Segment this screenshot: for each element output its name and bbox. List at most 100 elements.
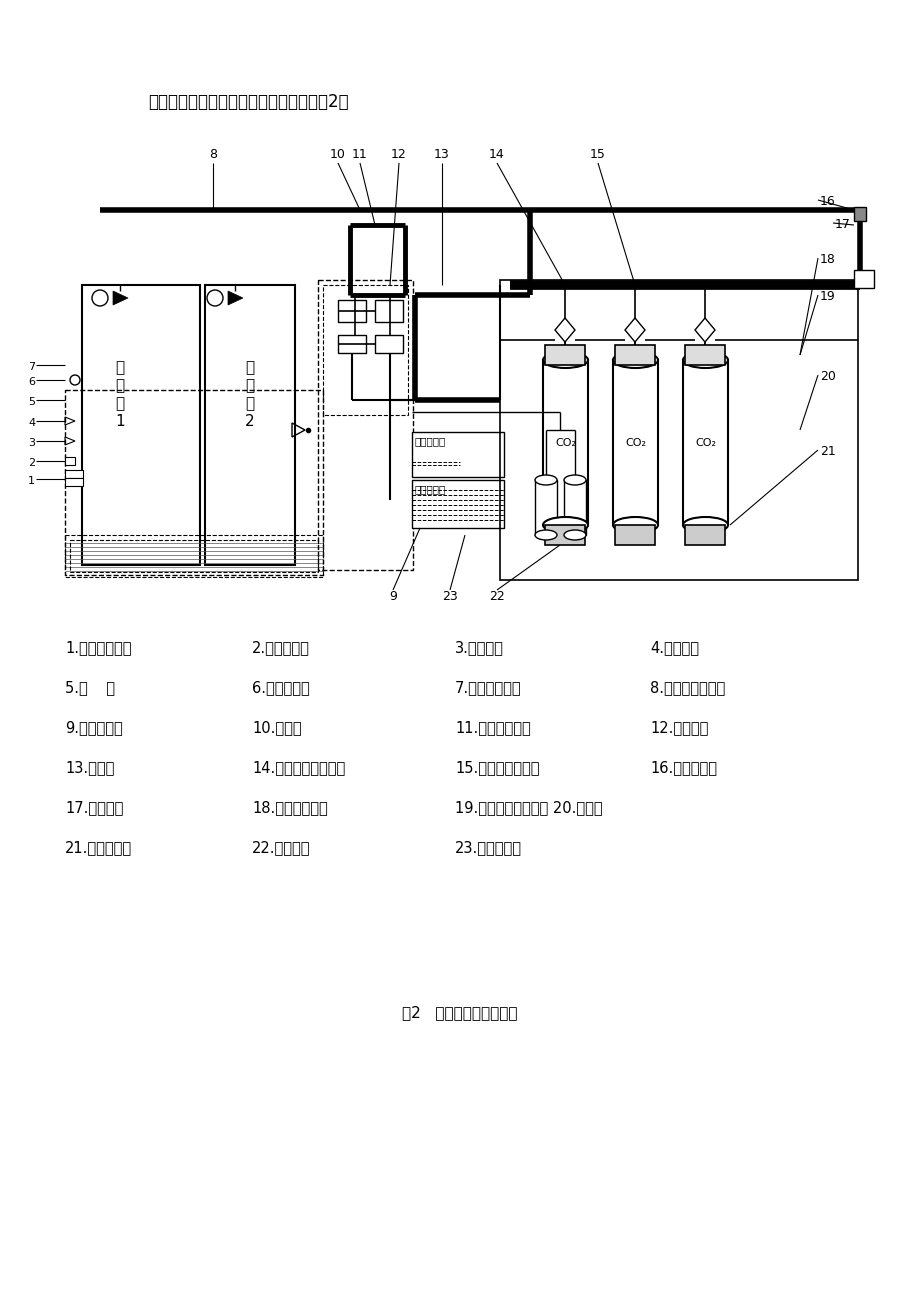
Bar [412,480,504,529]
Text: 2.放气指示灯: 2.放气指示灯 [252,641,310,655]
Text: 区: 区 [245,396,255,411]
Text: 18: 18 [819,253,835,266]
Text: 10: 10 [330,148,346,161]
Bar [535,480,556,535]
Text: 17: 17 [834,217,850,230]
Text: 11.信号反馈装置: 11.信号反馈装置 [455,720,530,736]
Bar [82,285,199,565]
Bar [685,345,724,365]
Ellipse shape [612,517,657,533]
Text: 1: 1 [28,477,35,486]
Bar [853,270,873,288]
Text: 防: 防 [245,359,255,375]
Text: 19.机械应急启动把手 20.瓶组架: 19.机械应急启动把手 20.瓶组架 [455,799,602,815]
Text: 护: 护 [245,378,255,393]
Bar [685,525,724,546]
Text: 5.喷    嘴: 5.喷 嘴 [65,680,115,695]
Bar [318,280,413,570]
Bar [544,345,584,365]
Text: 7.电气控制线路: 7.电气控制线路 [455,680,521,695]
Ellipse shape [542,517,587,533]
Text: 6: 6 [28,378,35,387]
Text: 14.灭火剂管路单向阀: 14.灭火剂管路单向阀 [252,760,345,775]
Ellipse shape [612,352,657,368]
Text: 22: 22 [489,590,505,603]
Ellipse shape [563,475,585,486]
Bar [337,335,366,353]
Text: 17.压力软管: 17.压力软管 [65,799,123,815]
Text: 21.灭火剂容器: 21.灭火剂容器 [65,840,132,855]
Text: 1.紧急启停按钮: 1.紧急启停按钮 [65,641,131,655]
Bar [65,457,75,465]
Bar [65,470,83,478]
Bar [65,478,83,486]
Ellipse shape [535,530,556,540]
Bar [542,359,587,525]
Text: 16: 16 [819,195,834,208]
Text: 12: 12 [391,148,406,161]
Bar [612,359,657,525]
Text: 9.灭火控制器: 9.灭火控制器 [65,720,122,736]
Bar [70,540,318,572]
Bar [375,335,403,353]
Text: 灭火控制器: 灭火控制器 [414,484,446,493]
Text: 16.安全泄压阀: 16.安全泄压阀 [650,760,716,775]
Text: 3.声报警器: 3.声报警器 [455,641,504,655]
Text: 23.报警控制器: 23.报警控制器 [455,840,521,855]
Ellipse shape [535,475,556,486]
Text: CO₂: CO₂ [624,437,645,448]
Bar [337,299,366,322]
Text: 18.灭火剂容器阀: 18.灭火剂容器阀 [252,799,327,815]
Text: 9: 9 [389,590,396,603]
Bar [563,480,585,535]
Bar [499,280,857,579]
Bar [65,535,323,577]
Text: 23: 23 [442,590,458,603]
Ellipse shape [682,352,727,368]
Polygon shape [113,292,128,305]
Ellipse shape [682,517,727,533]
Text: 15: 15 [589,148,606,161]
Text: 3: 3 [28,437,35,448]
Text: 8.灭火剂输送管道: 8.灭火剂输送管道 [650,680,724,695]
Bar [412,432,504,477]
Text: 8: 8 [209,148,217,161]
Bar [323,285,407,415]
Ellipse shape [542,352,587,368]
Bar [65,391,323,575]
Text: 12.启动管路: 12.启动管路 [650,720,708,736]
Text: 15.启动管路单向阀: 15.启动管路单向阀 [455,760,539,775]
Text: 1: 1 [115,414,125,428]
Text: 7: 7 [28,362,35,372]
Text: 4.光报警器: 4.光报警器 [650,641,698,655]
Bar [544,525,584,546]
Text: 21: 21 [819,445,834,458]
Bar [682,359,727,525]
Text: 20: 20 [819,370,835,383]
Text: 13.集流管: 13.集流管 [65,760,114,775]
Text: 2: 2 [28,458,35,467]
Text: 区: 区 [115,396,124,411]
Bar [614,345,654,365]
Text: 11: 11 [352,148,368,161]
Text: 14: 14 [489,148,505,161]
Text: 4: 4 [28,418,35,428]
Text: CO₂: CO₂ [694,437,715,448]
Text: 2: 2 [245,414,255,428]
Bar [853,207,865,221]
Text: 10.选择阀: 10.选择阀 [252,720,301,736]
Bar [205,285,295,565]
Text: 19: 19 [819,290,834,303]
Text: 5: 5 [28,397,35,408]
Text: 6.火灾探测器: 6.火灾探测器 [252,680,310,695]
Bar [375,299,403,322]
Text: 13: 13 [434,148,449,161]
Bar [614,525,654,546]
Text: 组合分配系统主要部件及管网示意图见图2。: 组合分配系统主要部件及管网示意图见图2。 [148,92,348,111]
Polygon shape [228,292,243,305]
Ellipse shape [563,530,585,540]
Text: 图2   组合分配系统示意图: 图2 组合分配系统示意图 [402,1005,517,1019]
Text: 22.启动装置: 22.启动装置 [252,840,311,855]
Text: 报警控制器: 报警控制器 [414,436,446,447]
Text: 防: 防 [115,359,124,375]
